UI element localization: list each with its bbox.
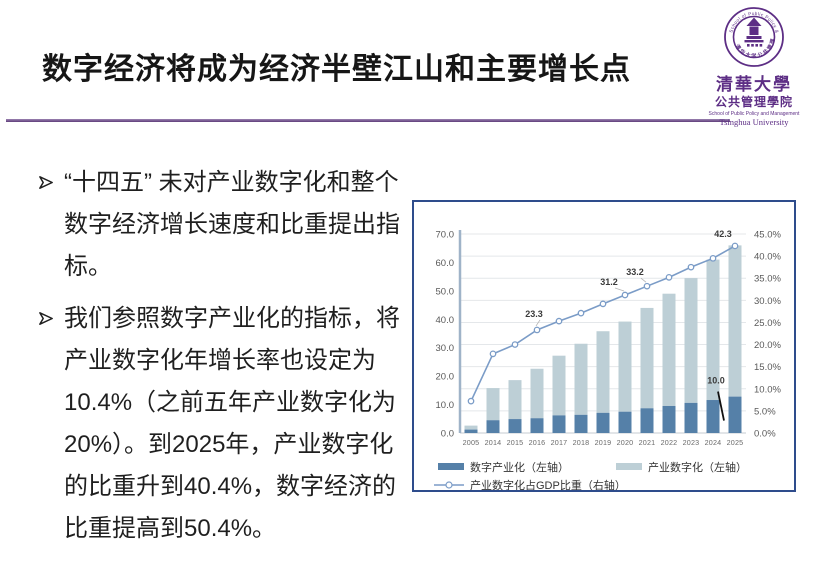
bar-dark <box>486 420 500 433</box>
bar-light <box>618 321 632 412</box>
bar-light <box>706 259 720 401</box>
svg-text:40.0%: 40.0% <box>754 252 781 263</box>
bar-light <box>662 293 676 406</box>
svg-text:2015: 2015 <box>507 438 524 447</box>
page-title: 数字经济将成为经济半壁江山和主要增长点 <box>42 53 631 86</box>
bar-light <box>640 307 654 409</box>
svg-text:20.0: 20.0 <box>436 372 455 383</box>
title-underline <box>6 119 730 122</box>
logo-university-en: Tsinghua University <box>719 117 789 128</box>
bar-dark <box>552 415 566 433</box>
svg-text:25.0%: 25.0% <box>754 318 781 329</box>
bar-light <box>684 278 698 403</box>
svg-text:15.0%: 15.0% <box>754 362 781 373</box>
bar-light <box>728 245 742 397</box>
svg-text:数字产业化（左轴）: 数字产业化（左轴） <box>470 460 569 474</box>
logo-university-cn: 清華大學 <box>716 75 792 95</box>
svg-text:31.2: 31.2 <box>600 277 618 287</box>
bar-dark <box>662 405 676 433</box>
university-logo: School of Public Policy & Management 清华大… <box>704 5 804 128</box>
bar-dark <box>464 429 478 433</box>
svg-text:42.3: 42.3 <box>714 229 732 239</box>
svg-text:20.0%: 20.0% <box>754 340 781 351</box>
svg-text:2024: 2024 <box>705 438 722 447</box>
digital-economy-chart: 0.0 10.0 20.0 30.0 40.0 50.0 60.0 70.0 0.0% 5.0% 1… <box>412 200 796 492</box>
svg-text:23.3: 23.3 <box>525 309 543 319</box>
svg-text:2020: 2020 <box>617 438 634 447</box>
svg-text:30.0: 30.0 <box>436 343 455 354</box>
svg-text:0.0: 0.0 <box>441 429 454 440</box>
bar-dark <box>508 419 522 433</box>
bar-light <box>464 425 478 430</box>
svg-text:2021: 2021 <box>639 438 656 447</box>
bullet-item-1: “十四五” 未对产业数字化和整个数字经济增长速度和比重提出指标。 <box>38 162 410 288</box>
svg-text:60.0: 60.0 <box>436 258 455 269</box>
svg-text:2019: 2019 <box>595 438 612 447</box>
svg-text:50.0: 50.0 <box>436 286 455 297</box>
svg-text:70.0: 70.0 <box>436 230 455 241</box>
svg-text:产业数字化（左轴）: 产业数字化（左轴） <box>648 460 747 474</box>
svg-text:10.0: 10.0 <box>436 400 455 411</box>
bullet-text: 我们参照数字产业化的指标，将产业数字化年增长率也设定为10.4%（之前五年产业数… <box>64 305 400 542</box>
bar-light <box>530 368 544 419</box>
svg-text:2005: 2005 <box>463 438 480 447</box>
svg-text:2016: 2016 <box>529 438 546 447</box>
bar-dark <box>574 414 588 433</box>
bar-light <box>552 355 566 416</box>
svg-text:30.0%: 30.0% <box>754 296 781 307</box>
bar-dark <box>530 418 544 433</box>
bar-light <box>486 388 500 421</box>
svg-text:2022: 2022 <box>661 438 678 447</box>
bar-light <box>508 380 522 420</box>
bullet-list: “十四五” 未对产业数字化和整个数字经济增长速度和比重提出指标。 我们参照数字产… <box>38 162 410 560</box>
svg-text:0.0%: 0.0% <box>754 429 776 440</box>
svg-text:10.0%: 10.0% <box>754 384 781 395</box>
bullet-text: “十四五” 未对产业数字化和整个数字经济增长速度和比重提出指标。 <box>64 169 400 280</box>
svg-text:2018: 2018 <box>573 438 590 447</box>
svg-text:产业数字化占GDP比重（右轴）: 产业数字化占GDP比重（右轴） <box>470 478 626 490</box>
bar-dark <box>618 411 632 433</box>
svg-text:35.0%: 35.0% <box>754 274 781 285</box>
bar-light <box>596 331 610 413</box>
svg-text:2014: 2014 <box>485 438 502 447</box>
svg-text:2025: 2025 <box>727 438 744 447</box>
tsinghua-seal-icon: School of Public Policy & Management 清华大… <box>722 5 784 67</box>
bar-dark <box>596 412 610 433</box>
bar-dark <box>684 402 698 433</box>
logo-school-cn: 公共管理學院 <box>714 94 793 109</box>
bar-light <box>574 343 588 415</box>
arrow-bullet-icon <box>39 312 53 325</box>
arrow-bullet-icon <box>39 176 53 189</box>
svg-text:2017: 2017 <box>551 438 568 447</box>
svg-text:33.2: 33.2 <box>626 267 644 277</box>
bar-dark <box>640 408 654 433</box>
svg-text:10.0: 10.0 <box>707 376 725 386</box>
svg-text:40.0: 40.0 <box>436 315 455 326</box>
bullet-item-2: 我们参照数字产业化的指标，将产业数字化年增长率也设定为10.4%（之前五年产业数… <box>38 298 410 550</box>
svg-text:5.0%: 5.0% <box>754 406 776 417</box>
svg-text:2023: 2023 <box>683 438 700 447</box>
bar-dark <box>706 400 720 433</box>
chart-canvas: 0.0 10.0 20.0 30.0 40.0 50.0 60.0 70.0 0.0% 5.0% 1… <box>434 229 781 490</box>
logo-school-en: School of Public Policy and Management <box>708 110 800 117</box>
svg-text:45.0%: 45.0% <box>754 230 781 241</box>
bar-dark <box>728 396 742 433</box>
